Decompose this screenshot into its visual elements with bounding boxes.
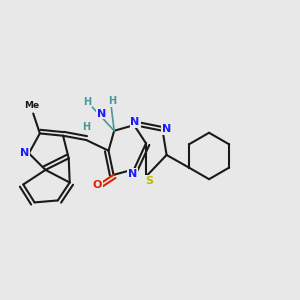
- Text: H: H: [83, 97, 91, 106]
- Text: S: S: [145, 176, 153, 185]
- Text: N: N: [97, 109, 106, 118]
- Text: O: O: [93, 180, 102, 190]
- Text: N: N: [128, 169, 137, 179]
- Text: Me: Me: [24, 101, 39, 110]
- Text: H: H: [82, 122, 90, 132]
- Text: N: N: [20, 148, 29, 158]
- Text: H: H: [108, 96, 117, 106]
- Text: N: N: [130, 117, 140, 127]
- Text: N: N: [162, 124, 171, 134]
